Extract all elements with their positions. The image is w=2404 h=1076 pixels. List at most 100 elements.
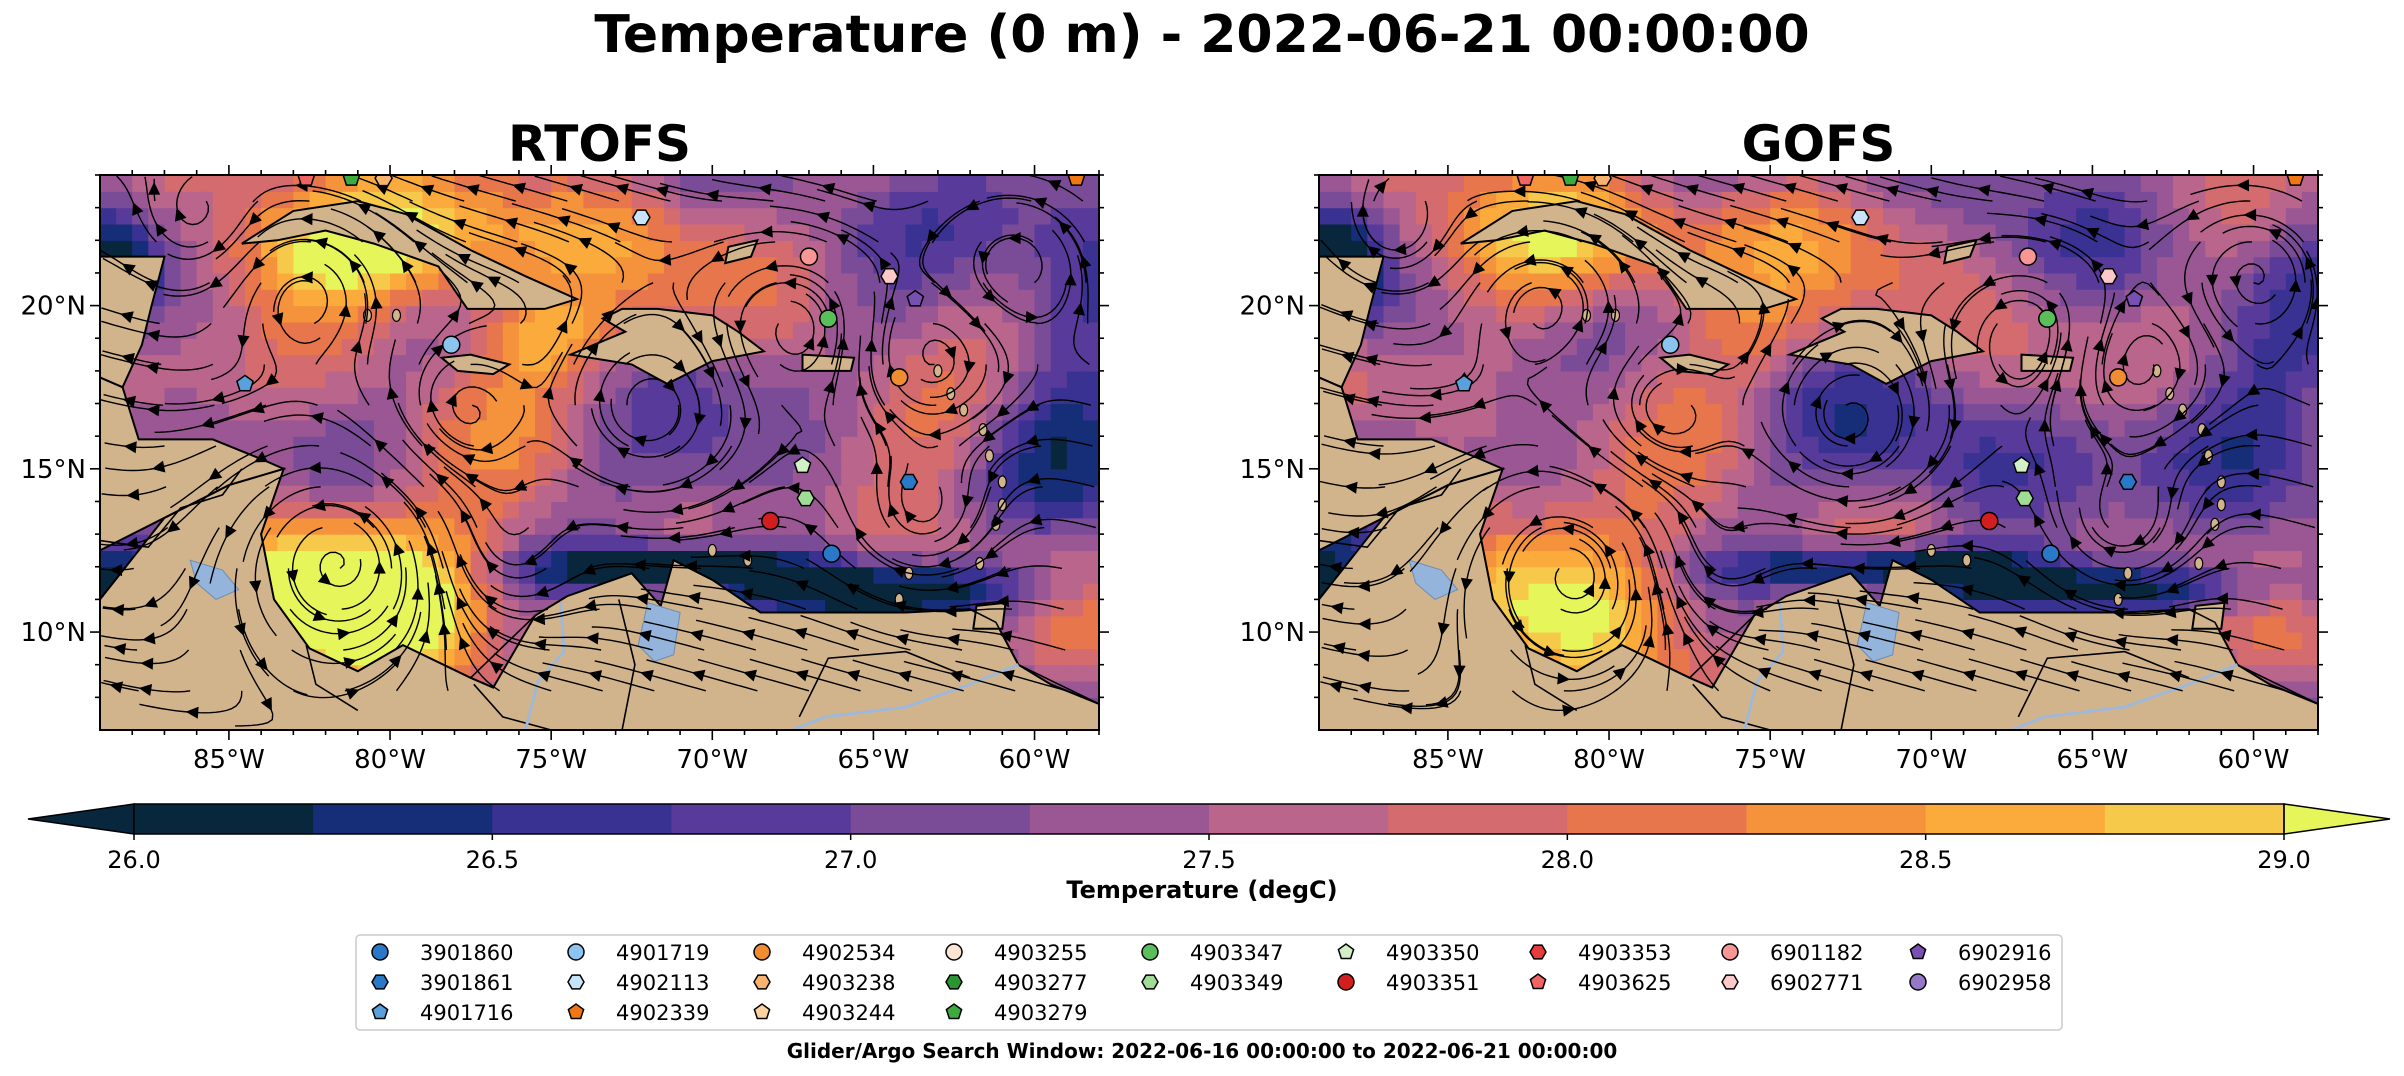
streamline-arrow (892, 566, 907, 578)
streamline-arrow (1851, 562, 1865, 575)
legend-marker (1529, 944, 1547, 960)
streamline-arrow (1602, 300, 1615, 314)
float-marker-4902339 (2286, 175, 2305, 186)
legend-item: 6902771 (1721, 971, 1864, 995)
streamline-arrow (1356, 204, 1369, 217)
float-marker-4903238 (1593, 175, 1612, 187)
streamline-arrow (1079, 255, 1092, 269)
streamline-arrow (249, 580, 262, 594)
streamline-arrow (461, 454, 476, 466)
streamline-arrow (556, 319, 568, 334)
map-panel-gofs: 85°W 80°W 75°W 70°W 65°W 60°W 20°N 15°N 10°N GOFS (1239, 115, 2328, 775)
streamline-arrow (1437, 622, 1450, 636)
streamline-arrow (2013, 626, 2028, 639)
streamline-arrow (144, 596, 158, 608)
streamline-arrow (312, 609, 327, 621)
land-polygon (1319, 255, 1385, 389)
streamline-arrow (435, 473, 450, 487)
streamline-arrow (1025, 311, 1039, 324)
streamline-arrow (874, 421, 887, 436)
streamline-arrow (2085, 227, 2100, 239)
streamline-arrow (345, 688, 360, 700)
border-line (1524, 644, 1578, 712)
streamline-arrow (1927, 246, 1941, 259)
colorbar-tick-label: 26.5 (466, 846, 519, 874)
legend-marker (1721, 974, 1739, 990)
float-markers (1455, 175, 2305, 563)
streamline-arrow (943, 605, 957, 618)
legend-marker (753, 974, 771, 990)
streamline-arrow (1671, 218, 1686, 230)
float-marker-4902534 (2108, 368, 2128, 387)
streamline-arrow (2074, 383, 2087, 397)
float-marker-4903238 (374, 175, 393, 187)
streamline-arrow (1418, 411, 1432, 424)
map-frame (99, 174, 1100, 731)
streamline-arrow (963, 360, 976, 374)
streamline-arrow (237, 334, 250, 349)
streamline-arrow (2174, 531, 2187, 546)
streamline-arrow (2116, 352, 2129, 367)
streamline-arrow (965, 199, 980, 211)
streamline-arrow (1778, 380, 1790, 395)
streamline-arrow (1810, 395, 1822, 410)
x-tick-label: 65°W (2057, 745, 2129, 775)
streamline-arrow (2172, 409, 2187, 422)
float-marker-4903351 (761, 511, 780, 531)
streamline-arrow (200, 416, 215, 429)
float-marker-4903347 (819, 309, 838, 328)
streamline-arrow (982, 289, 996, 303)
streamline-arrow (703, 365, 715, 380)
streamline-arrow (1624, 210, 1639, 222)
border-line (798, 650, 971, 718)
streamline-arrow (350, 340, 363, 354)
streamline-arrow (2167, 486, 2180, 500)
streamline-arrow (132, 202, 144, 216)
streamline-arrow (1783, 512, 1798, 525)
streamline-arrow (1651, 422, 1666, 436)
streamline-arrow (251, 401, 265, 414)
streamline-arrow (776, 442, 790, 457)
legend-item: 4903349 (1141, 971, 1284, 995)
streamline-arrow (1672, 312, 1684, 327)
streamline-arrow (145, 362, 160, 375)
streamline-arrow (1868, 450, 1883, 462)
streamline-arrow (1343, 436, 1357, 449)
x-tick-label: 80°W (1573, 745, 1645, 775)
streamline-arrow (2217, 629, 2232, 642)
float-marker-4902113 (632, 209, 651, 226)
streamline-arrow (606, 222, 621, 234)
streamline-arrow (563, 262, 578, 276)
streamline-arrow (937, 556, 952, 569)
streamline-arrow (121, 353, 135, 365)
streamline-arrow (601, 309, 615, 323)
streamline-arrow (1787, 242, 1802, 254)
legend-label: 3901860 (420, 941, 514, 965)
legend-frame (355, 934, 2063, 1031)
streamline-arrow (1028, 513, 1043, 526)
streamline-arrow (895, 633, 909, 646)
legend-item: 4902534 (753, 941, 896, 965)
float-marker-3901860 (2041, 544, 2060, 563)
colorbar: 26.0 26.5 27.0 27.5 28.0 28.5 29.0 (27, 803, 2391, 874)
streamline-arrow (1598, 576, 1611, 590)
streamline-arrow (711, 333, 724, 348)
float-marker-4903625 (1516, 175, 1535, 186)
streamline-arrow (533, 638, 547, 651)
streamline-arrow (1960, 628, 1975, 640)
streamline-arrow (1561, 523, 1575, 536)
legend-item: 4902113 (567, 971, 710, 995)
colorbar-label: Temperature (degC) (1066, 876, 1337, 904)
streamline-arrow (710, 250, 725, 263)
streamline-arrow (615, 521, 629, 534)
streamline-arrow (1438, 324, 1453, 338)
streamline-arrow (739, 588, 754, 601)
streamline-arrow (2160, 561, 2175, 573)
streamline-arrow (616, 447, 631, 459)
border-line (2017, 650, 2190, 718)
streamline-arrow (1439, 520, 1452, 535)
legend-label: 4901719 (616, 941, 710, 965)
streamline-arrow (691, 669, 706, 682)
streamline-arrow (679, 477, 693, 489)
